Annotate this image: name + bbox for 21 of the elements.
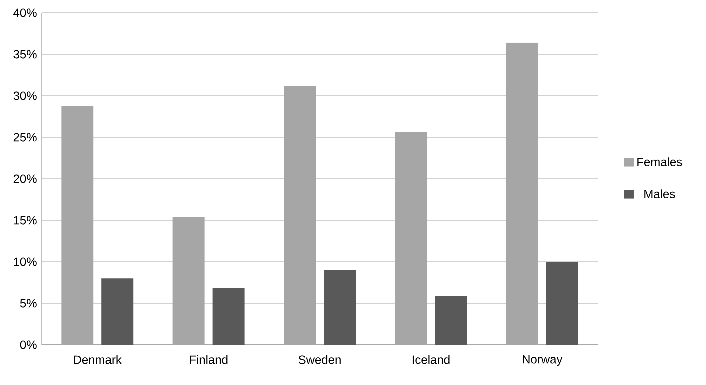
x-tick-label: Finland [190,355,228,364]
y-tick-label: 30% [14,92,37,100]
y-tick-label: 35% [14,50,37,59]
x-tick-label: Iceland [412,355,450,364]
bar [546,262,578,345]
bar [102,278,134,345]
y-tick-label: 25% [14,133,37,142]
x-tick-label: Sweden [298,355,341,364]
x-tick-label: Norway [523,355,563,366]
y-tick-label: 15% [14,216,37,225]
bar [435,296,468,345]
y-tick-label: 40% [14,8,37,18]
y-tick-label: 5% [20,299,37,308]
x-tick-label: Denmark [74,355,122,364]
y-tick-label: 0% [20,340,37,350]
bar [324,270,356,345]
legend-label: Females [638,158,682,166]
y-tick-label: 20% [14,174,37,184]
y-tick-label: 10% [14,258,37,266]
bar [212,288,245,345]
legend-label: Males [644,190,676,198]
